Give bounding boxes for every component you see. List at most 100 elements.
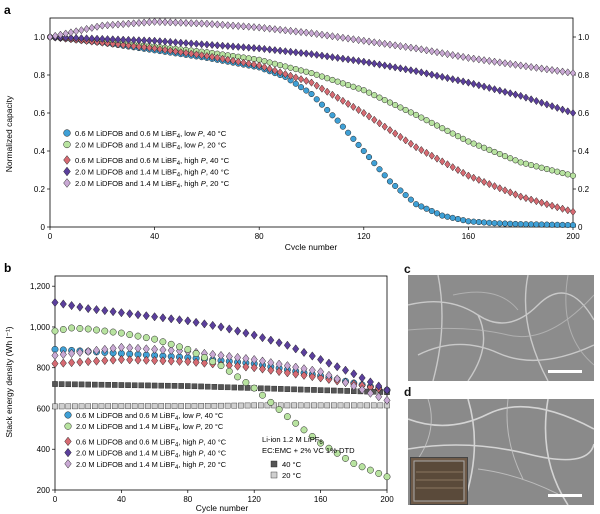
point-b-gray_dark [344, 388, 350, 394]
point-a-red [344, 99, 352, 108]
point-a-red [209, 52, 216, 62]
point-b-gray_dark [78, 381, 85, 388]
point-b-lilac [117, 342, 125, 352]
point-a-red [229, 56, 237, 65]
point-a-purple [449, 75, 456, 84]
point-a-purple [439, 72, 446, 81]
point-b-gray_light [111, 403, 118, 409]
point-a-blue [381, 172, 388, 179]
point-b-gray_dark [125, 382, 131, 388]
x-tick-label-b: 40 [117, 495, 126, 504]
point-a-green [569, 172, 577, 179]
point-a-red [533, 197, 540, 206]
point-b-green [51, 327, 59, 335]
x-tick-label-a: 160 [462, 232, 476, 241]
point-a-lilac [240, 22, 247, 31]
point-b-gray_light [198, 403, 204, 409]
point-a-lilac [161, 18, 169, 27]
point-b-green [342, 454, 349, 462]
point-b-purple [234, 326, 242, 336]
point-b-purple [192, 317, 200, 327]
y-tick-right-label-a: 0.4 [578, 147, 590, 156]
point-b-gray_dark [204, 383, 211, 390]
point-b-gray_dark [111, 382, 118, 388]
point-b-lilac [225, 351, 233, 362]
point-a-purple [334, 53, 341, 62]
point-b-gray_light [118, 403, 125, 409]
point-b-lilac [250, 354, 258, 365]
point-a-blue [564, 221, 571, 229]
y-tick-label-b: 400 [37, 445, 51, 454]
point-a-red [161, 45, 169, 54]
point-b-lilac [283, 361, 291, 371]
series-b-purple [51, 297, 391, 395]
point-b-red [84, 357, 92, 367]
point-a-red [433, 154, 441, 163]
point-a-blue [371, 160, 378, 167]
point-a-green [303, 68, 310, 75]
point-a-purple [308, 50, 315, 59]
point-a-blue [517, 221, 524, 228]
series-a-lilac [46, 17, 577, 78]
point-b-red [76, 357, 84, 367]
point-b-lilac [234, 352, 242, 363]
point-b-green [300, 426, 308, 434]
point-b-gray_light [138, 403, 145, 409]
point-b-red [101, 356, 109, 366]
point-b-gray_light [184, 403, 191, 409]
point-a-lilac [125, 19, 132, 28]
point-a-red [271, 66, 279, 75]
point-b-gray_dark [85, 381, 91, 388]
point-b-lilac [217, 350, 225, 361]
point-a-red [428, 151, 435, 160]
point-b-gray_light [344, 402, 350, 409]
point-a-purple [360, 57, 367, 66]
point-b-purple [333, 362, 341, 372]
point-b-green [259, 391, 266, 399]
y-tick-label-b: 1,000 [30, 323, 51, 332]
point-a-purple [564, 107, 571, 116]
point-a-lilac [46, 32, 54, 42]
point-a-red [135, 42, 143, 51]
point-b-gray_light [284, 402, 291, 409]
point-a-purple [376, 60, 383, 69]
point-a-blue [413, 201, 420, 208]
point-a-lilac [198, 19, 205, 28]
point-a-lilac [83, 24, 90, 34]
point-b-gray_light [224, 402, 231, 409]
x-tick-label-b: 200 [380, 495, 394, 504]
point-b-red [68, 358, 76, 368]
point-b-lilac [126, 343, 134, 353]
point-a-purple [418, 68, 425, 77]
point-b-purple [350, 369, 358, 379]
point-a-blue [360, 147, 367, 155]
point-b-purple [151, 312, 159, 322]
point-a-lilac [156, 17, 163, 27]
point-b-purple [292, 344, 300, 354]
point-a-purple [538, 98, 545, 107]
sem-image-c [408, 275, 594, 381]
point-a-green [381, 97, 388, 104]
point-b-green [134, 332, 142, 340]
point-a-blue [329, 112, 336, 119]
point-a-purple [423, 69, 430, 78]
legend-marker-a-lilac [63, 178, 71, 188]
point-a-green [481, 144, 488, 151]
point-b-green [68, 324, 76, 332]
point-a-red [141, 43, 148, 52]
point-a-green [261, 58, 268, 65]
point-a-lilac [433, 48, 441, 57]
point-a-green [397, 104, 404, 111]
point-a-purple [402, 65, 409, 74]
point-b-green [93, 326, 100, 334]
point-a-lilac [548, 66, 556, 75]
point-a-lilac [99, 21, 106, 30]
point-a-blue [475, 219, 482, 226]
point-b-gray_light [370, 402, 377, 409]
point-a-purple [161, 37, 169, 46]
point-a-green [386, 99, 394, 106]
point-b-gray_light [125, 403, 131, 409]
point-a-blue [423, 205, 430, 212]
point-a-lilac [224, 21, 231, 30]
point-a-green [522, 160, 529, 167]
